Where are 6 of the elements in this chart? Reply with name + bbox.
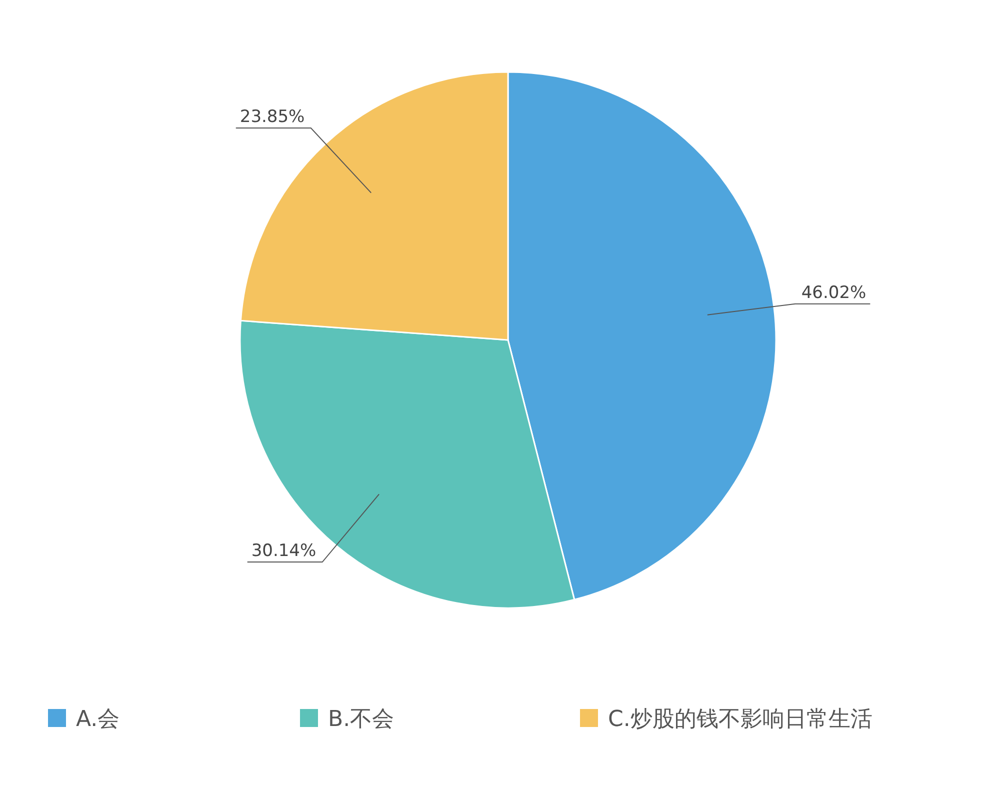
data-label: 46.02%: [801, 282, 866, 303]
data-label: 30.14%: [251, 541, 316, 562]
data-label: 23.85%: [240, 107, 305, 128]
legend-label: A.会: [76, 707, 120, 732]
legend-label: B.不会: [328, 707, 394, 732]
legend-label: C.炒股的钱不影响日常生活: [608, 707, 872, 732]
